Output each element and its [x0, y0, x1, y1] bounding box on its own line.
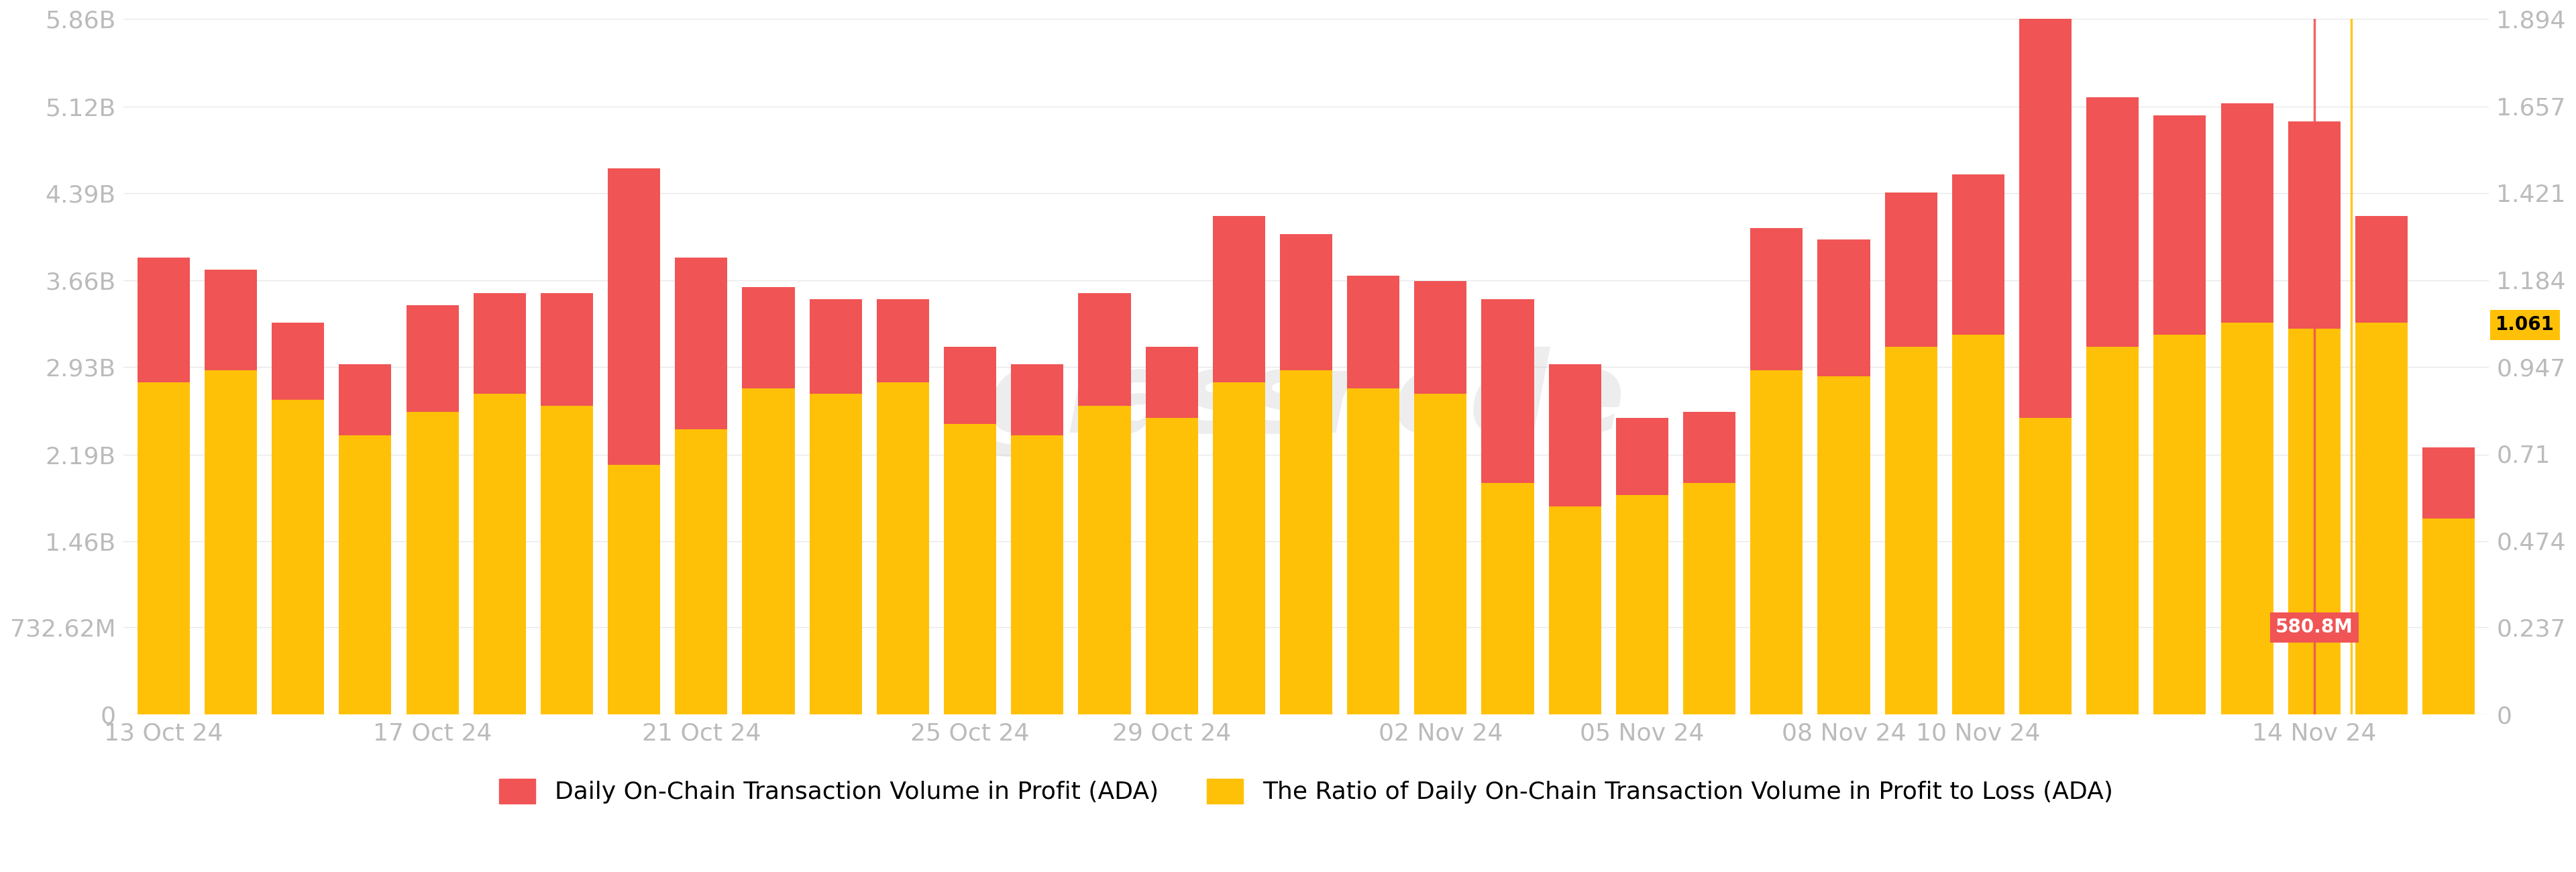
Bar — [1414, 394, 1466, 714]
Bar — [2221, 104, 2272, 714]
Bar — [137, 382, 191, 714]
Bar — [1213, 382, 1265, 714]
Bar — [1953, 174, 2004, 714]
Bar — [675, 257, 726, 714]
Bar — [876, 299, 930, 714]
Bar — [474, 293, 526, 714]
Bar — [1481, 299, 1533, 714]
Bar — [2221, 323, 2272, 714]
Bar — [204, 269, 258, 714]
Bar — [137, 257, 191, 714]
Bar — [1886, 193, 1937, 714]
Bar — [809, 394, 863, 714]
Bar — [608, 465, 659, 714]
Bar — [1146, 346, 1198, 714]
Bar — [1280, 234, 1332, 714]
Bar — [1079, 405, 1131, 714]
Bar — [2354, 216, 2409, 714]
Bar — [1010, 364, 1064, 714]
Bar — [2087, 346, 2138, 714]
Bar — [340, 435, 392, 714]
Bar — [943, 346, 997, 714]
Bar — [541, 293, 592, 714]
Bar — [1010, 435, 1064, 714]
Bar — [2287, 121, 2342, 714]
Bar — [608, 168, 659, 714]
Bar — [2154, 115, 2205, 714]
Bar — [1615, 418, 1669, 714]
Bar — [1079, 293, 1131, 714]
Bar — [1548, 364, 1602, 714]
Bar — [2287, 329, 2342, 714]
Bar — [1682, 412, 1736, 714]
Legend: Daily On-Chain Transaction Volume in Profit (ADA), The Ratio of Daily On-Chain T: Daily On-Chain Transaction Volume in Pro… — [489, 769, 2123, 814]
Bar — [2154, 335, 2205, 714]
Bar — [1819, 240, 1870, 714]
Bar — [742, 287, 793, 714]
Bar — [675, 430, 726, 714]
Bar — [876, 382, 930, 714]
Bar — [1213, 216, 1265, 714]
Bar — [541, 405, 592, 714]
Bar — [1953, 335, 2004, 714]
Bar — [273, 400, 325, 714]
Bar — [2421, 519, 2476, 714]
Bar — [1347, 388, 1399, 714]
Bar — [2087, 98, 2138, 714]
Bar — [1548, 507, 1602, 714]
Text: 580.8M: 580.8M — [2275, 618, 2352, 637]
Bar — [1682, 483, 1736, 714]
Bar — [1886, 346, 1937, 714]
Bar — [204, 371, 258, 714]
Bar — [340, 364, 392, 714]
Bar — [1414, 282, 1466, 714]
Bar — [1280, 371, 1332, 714]
Bar — [1749, 228, 1803, 714]
Bar — [1615, 494, 1669, 714]
Bar — [943, 424, 997, 714]
Bar — [2020, 418, 2071, 714]
Bar — [742, 388, 793, 714]
Bar — [1819, 376, 1870, 714]
Text: 1.061: 1.061 — [2496, 316, 2555, 334]
Bar — [1347, 276, 1399, 714]
Bar — [2354, 323, 2409, 714]
Bar — [407, 412, 459, 714]
Bar — [1749, 371, 1803, 714]
Bar — [809, 299, 863, 714]
Bar — [1146, 418, 1198, 714]
Bar — [407, 305, 459, 714]
Bar — [1481, 483, 1533, 714]
Text: glassnode: glassnode — [987, 346, 1625, 456]
Bar — [2020, 19, 2071, 714]
Bar — [273, 323, 325, 714]
Bar — [474, 394, 526, 714]
Bar — [2421, 447, 2476, 714]
